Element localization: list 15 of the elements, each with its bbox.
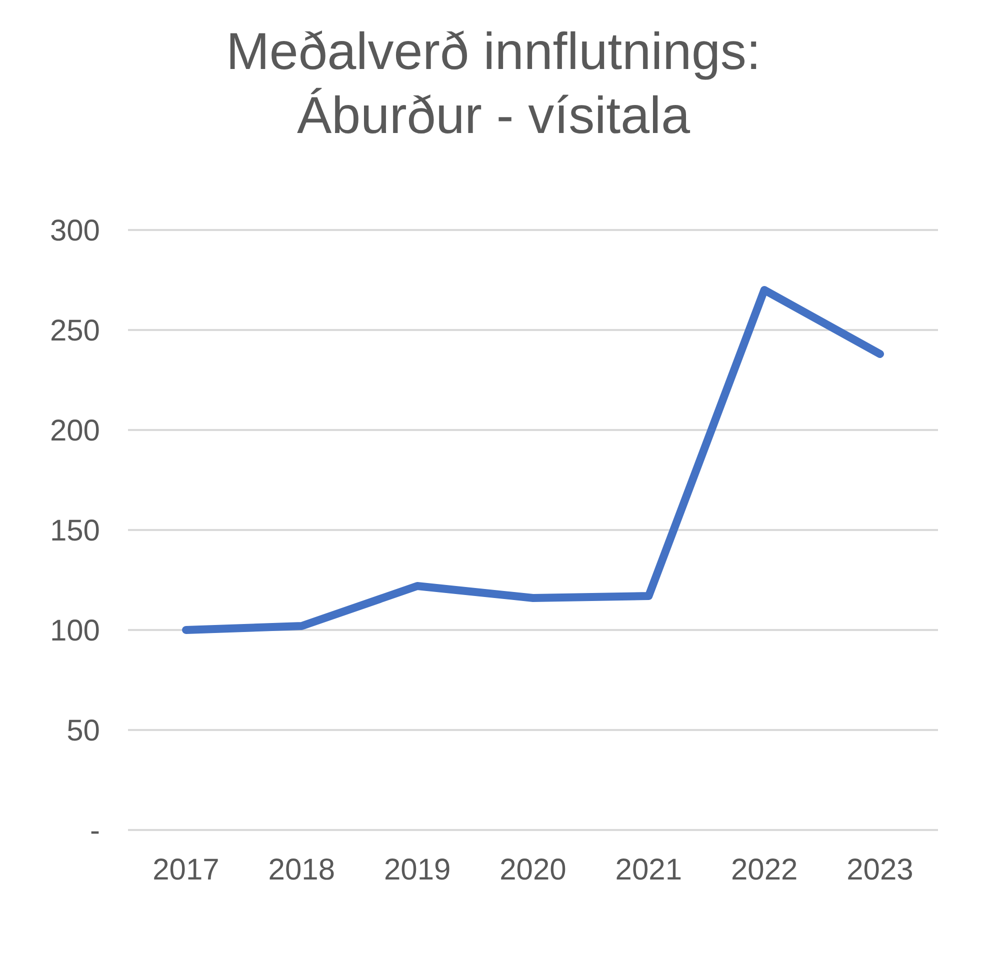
y-tick-label: 250 <box>50 314 100 348</box>
x-tick-label: 2018 <box>268 853 336 886</box>
x-tick-label: 2023 <box>846 853 914 886</box>
y-tick-label: 50 <box>66 714 100 748</box>
x-tick-label: 2020 <box>500 853 566 886</box>
chart-title: Meðalverð innflutnings: Áburður - vísitala <box>225 22 762 147</box>
y-tick-label: 200 <box>50 414 100 448</box>
y-tick-label: 300 <box>50 214 100 248</box>
x-tick-label: 2017 <box>152 853 220 886</box>
y-tick-label: - <box>90 814 100 848</box>
x-tick-label: 2021 <box>615 853 682 886</box>
y-tick-label: 150 <box>50 514 100 548</box>
y-tick-label: 100 <box>50 614 100 648</box>
x-tick-label: 2019 <box>384 853 451 886</box>
x-tick-label: 2022 <box>730 853 798 886</box>
